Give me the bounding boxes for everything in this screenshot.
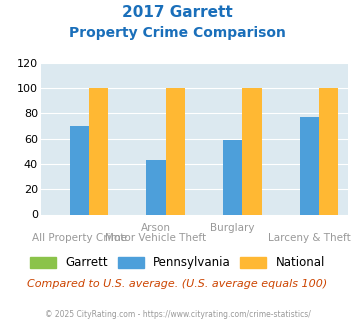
Bar (242, 88, 262, 214)
Text: Burglary: Burglary (211, 223, 255, 233)
Bar (319, 88, 338, 214)
Bar (165, 88, 185, 214)
Bar (70, 126, 89, 214)
Text: Larceny & Theft: Larceny & Theft (268, 233, 351, 243)
Text: Motor Vehicle Theft: Motor Vehicle Theft (105, 233, 207, 243)
Text: Compared to U.S. average. (U.S. average equals 100): Compared to U.S. average. (U.S. average … (27, 279, 328, 289)
Bar (146, 160, 165, 214)
Bar (89, 88, 108, 214)
Bar (223, 140, 242, 214)
Text: All Property Crime: All Property Crime (32, 233, 127, 243)
Text: Property Crime Comparison: Property Crime Comparison (69, 26, 286, 40)
Bar (300, 117, 319, 214)
Text: © 2025 CityRating.com - https://www.cityrating.com/crime-statistics/: © 2025 CityRating.com - https://www.city… (45, 310, 310, 319)
Legend: Garrett, Pennsylvania, National: Garrett, Pennsylvania, National (25, 252, 330, 274)
Text: Arson: Arson (141, 223, 171, 233)
Text: 2017 Garrett: 2017 Garrett (122, 5, 233, 20)
